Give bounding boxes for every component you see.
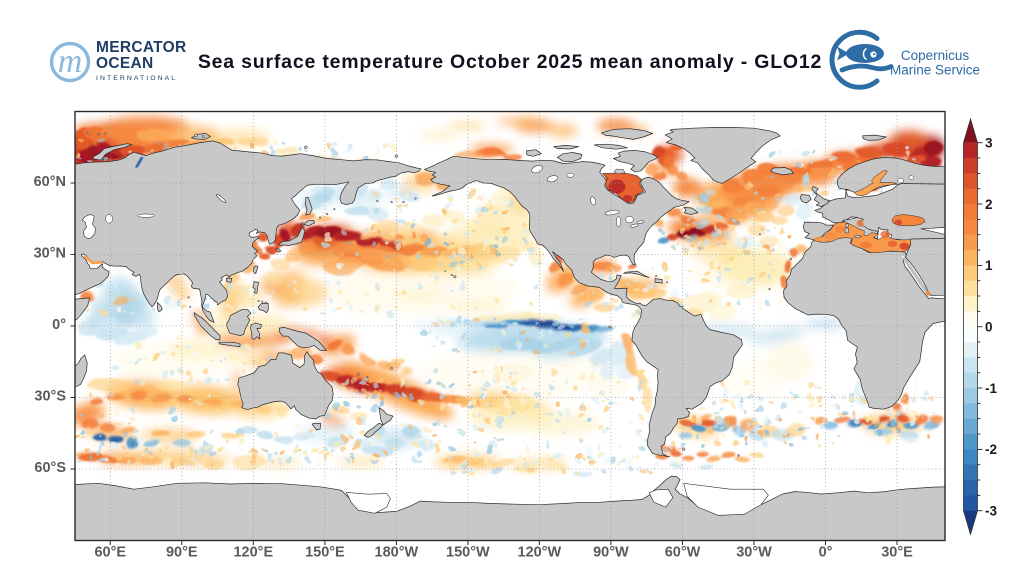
svg-text:120°W: 120°W — [518, 545, 562, 561]
svg-text:-1: -1 — [985, 381, 997, 396]
svg-text:150°W: 150°W — [446, 545, 490, 561]
svg-text:0: 0 — [985, 320, 993, 335]
svg-text:120°E: 120°E — [233, 545, 273, 561]
svg-text:Sea surface temperature Octobe: Sea surface temperature October 2025 mea… — [198, 51, 822, 73]
svg-text:Marine Service: Marine Service — [890, 63, 980, 78]
svg-text:-3: -3 — [985, 504, 997, 519]
svg-text:60°S: 60°S — [34, 460, 66, 476]
svg-text:90°W: 90°W — [593, 545, 629, 561]
svg-text:2: 2 — [985, 197, 993, 212]
svg-text:30°E: 30°E — [881, 545, 913, 561]
svg-text:Copernicus: Copernicus — [901, 48, 970, 63]
svg-text:30°W: 30°W — [736, 545, 772, 561]
svg-text:90°E: 90°E — [166, 545, 198, 561]
svg-text:150°E: 150°E — [305, 545, 345, 561]
svg-text:0°: 0° — [819, 545, 833, 561]
svg-text:m: m — [58, 43, 83, 80]
svg-text:MERCATOR: MERCATOR — [96, 39, 187, 56]
svg-text:60°N: 60°N — [34, 174, 66, 190]
svg-text:30°N: 30°N — [34, 246, 66, 262]
svg-text:30°S: 30°S — [34, 389, 66, 405]
svg-text:180°W: 180°W — [375, 545, 419, 561]
svg-text:3: 3 — [985, 136, 993, 151]
svg-text:-2: -2 — [985, 442, 997, 457]
svg-text:OCEAN: OCEAN — [96, 55, 153, 72]
svg-text:INTERNATIONAL: INTERNATIONAL — [96, 75, 177, 82]
svg-text:0°: 0° — [52, 317, 66, 333]
svg-text:60°W: 60°W — [665, 545, 701, 561]
svg-text:60°E: 60°E — [94, 545, 126, 561]
svg-text:1: 1 — [985, 258, 993, 273]
